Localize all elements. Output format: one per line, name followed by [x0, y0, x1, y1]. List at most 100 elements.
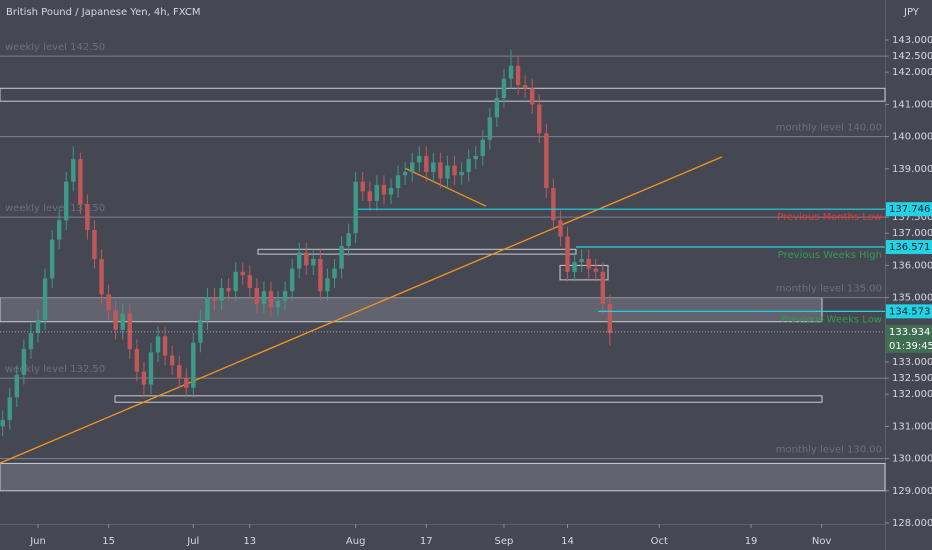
- candle-body: [572, 262, 577, 272]
- y-tick-label: 142.000: [892, 67, 932, 78]
- candle-body: [120, 313, 125, 330]
- candle-body: [261, 291, 267, 305]
- candle-body: [177, 365, 182, 379]
- candle-body: [14, 374, 20, 398]
- candle-body: [494, 97, 500, 118]
- zone: [0, 462, 886, 492]
- candle-body: [586, 258, 591, 269]
- key-level-box: [886, 202, 932, 217]
- candle-body: [508, 65, 514, 79]
- candle-body: [346, 233, 351, 247]
- y-tick-label: 142.500: [892, 51, 932, 62]
- y-tick-label: 133.000: [892, 357, 932, 368]
- candle-body: [205, 297, 210, 321]
- key-level-label: 136.571: [889, 242, 930, 253]
- candle-body: [565, 236, 570, 272]
- y-tick-label: 128.000: [892, 518, 932, 529]
- x-tick-label: 15: [102, 536, 115, 547]
- level-label: monthly level 140.00: [776, 123, 882, 134]
- trendline: [0, 156, 723, 464]
- y-tick-label: 141.000: [892, 99, 932, 110]
- trendline: [404, 167, 487, 207]
- candle-body: [7, 397, 12, 420]
- candle-body: [381, 184, 387, 195]
- candle-body: [304, 252, 309, 266]
- zone: [257, 248, 577, 255]
- candle-body: [367, 191, 373, 201]
- candle-body: [169, 355, 175, 366]
- candle-body: [134, 349, 140, 372]
- y-tick-label: 132.500: [892, 373, 932, 384]
- candle-body: [395, 175, 401, 189]
- candle-body: [353, 181, 358, 234]
- candle-body: [247, 275, 252, 288]
- candle-body: [593, 268, 598, 272]
- candle-body: [452, 165, 457, 176]
- candle-body: [607, 304, 613, 334]
- candle-body: [162, 336, 168, 356]
- x-tick-label: Nov: [812, 536, 832, 547]
- candle-body: [184, 378, 189, 388]
- candle-body: [388, 188, 394, 195]
- candle-body: [515, 65, 521, 86]
- candle-body: [64, 181, 69, 221]
- candle-body: [445, 165, 450, 179]
- y-tick-label: 139.000: [892, 164, 932, 175]
- candle-body: [558, 220, 563, 237]
- candle-body: [21, 349, 27, 375]
- key-level-note: Previous Weeks High: [778, 250, 882, 261]
- key-level-label: 134.573: [889, 306, 930, 317]
- y-tick-label: 137.000: [892, 228, 932, 239]
- key-level-label: 137.746: [889, 204, 930, 215]
- candle-body: [409, 162, 415, 173]
- candle-body: [332, 268, 337, 279]
- candle-body: [297, 252, 302, 269]
- candle-body: [141, 371, 147, 385]
- key-level-box: [886, 240, 932, 255]
- x-tick-label: Sep: [495, 536, 514, 547]
- candle-body: [544, 133, 549, 189]
- candle-body: [311, 258, 316, 266]
- candle-body: [318, 258, 323, 292]
- candle-body: [459, 172, 464, 176]
- level-label: monthly level 135.00: [776, 284, 882, 295]
- candle-body: [579, 258, 584, 263]
- candle-body: [35, 320, 41, 334]
- candle-body: [198, 320, 203, 343]
- candle-body: [530, 88, 535, 105]
- currency-label[interactable]: JPY: [903, 7, 920, 18]
- candle-body: [212, 297, 217, 301]
- candle-body: [254, 287, 260, 305]
- key-level-box: [886, 304, 932, 319]
- y-tick-label: 131.000: [892, 421, 932, 432]
- candle-body: [219, 287, 224, 301]
- candle-body: [233, 271, 238, 292]
- candle-body: [522, 85, 528, 89]
- candle-body: [431, 162, 436, 173]
- candle-body: [360, 181, 365, 192]
- zone: [114, 395, 823, 403]
- candle-body: [487, 117, 493, 140]
- countdown-label: 01:39:45: [889, 341, 932, 352]
- key-level-note: Previous Weeks Low: [781, 314, 882, 325]
- candle-body: [325, 278, 330, 292]
- x-tick-label: Jul: [186, 536, 199, 547]
- candle-body: [438, 162, 443, 179]
- candle-body: [339, 246, 344, 269]
- candle-body: [424, 155, 429, 173]
- candle-body: [600, 271, 605, 305]
- y-tick-label: 132.000: [892, 389, 932, 400]
- chart-title: British Pound / Japanese Yen, 4h, FXCM: [6, 7, 200, 18]
- candle-body: [113, 310, 118, 330]
- candle-body: [240, 271, 245, 276]
- current-price-label: 133.934: [889, 327, 930, 338]
- x-tick-label: 13: [243, 536, 256, 547]
- zone: [0, 297, 823, 323]
- candle-body: [99, 258, 104, 295]
- y-tick-label: 143.000: [892, 35, 932, 46]
- current-price-box: [886, 324, 932, 353]
- level-label: weekly level 137.50: [5, 203, 105, 214]
- candle-body: [275, 300, 281, 308]
